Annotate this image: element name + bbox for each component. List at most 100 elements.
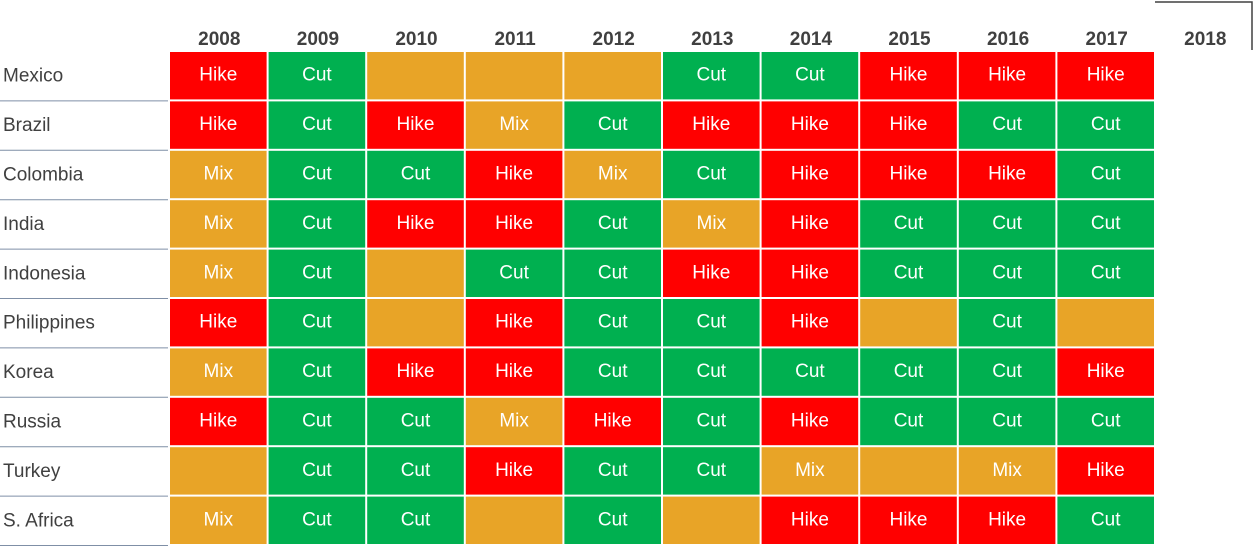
cell-text: Hike [791,114,829,135]
cell [1057,150,1154,199]
cell-text: Hike [791,509,829,530]
cell-text: Hike [791,411,829,432]
cell [860,496,957,544]
cell-text: Hike [988,65,1026,86]
cell [663,348,760,396]
cell-text: Cut [302,114,332,135]
cell [564,200,661,248]
cell-text: Hike [791,262,829,283]
cell-text: Hike [199,312,237,333]
cell-text: Hike [396,361,434,382]
cell-text: Cut [697,312,727,333]
cell [367,496,464,544]
cell [268,348,366,396]
cell [367,101,464,149]
cell [958,150,1056,199]
column-header: 2009 [297,29,339,50]
cell [958,299,1056,347]
cell [761,52,859,100]
cell-text: Hike [495,213,533,234]
cell-text: Hike [1087,361,1125,382]
cell-text: Hike [495,164,533,185]
cell [958,52,1056,100]
cell-text: Cut [795,361,825,382]
cell [860,52,957,100]
cell [958,348,1056,396]
cell-text: Cut [894,213,924,234]
cell-text: Hike [889,65,927,86]
cell [1057,496,1154,544]
cell [170,496,267,544]
cell [663,150,760,199]
cell-text: Cut [697,164,727,185]
cell [268,299,366,347]
cell [465,397,563,446]
cell [663,299,760,347]
cell-text: Hike [199,411,237,432]
cell [170,101,267,149]
cell-text: Mix [204,509,234,530]
cell [465,150,563,199]
cell-text: Cut [992,361,1022,382]
cell [465,101,563,149]
cell [268,150,366,199]
column-header: 2008 [198,29,240,50]
cell-text: Mix [499,114,529,135]
cell-text: Hike [791,164,829,185]
cell-text: Cut [992,312,1022,333]
bracket-line [1155,1,1253,50]
cell-text: Hike [495,460,533,481]
cell [367,397,464,446]
column-header: 2011 [494,29,536,50]
cell [170,200,267,248]
cell [564,447,661,495]
cell [564,52,661,100]
cell [564,496,661,544]
row-label: Korea [3,362,54,383]
cell-text: Cut [992,262,1022,283]
cell [860,101,957,149]
cell [1057,52,1154,100]
column-header: 2014 [790,29,833,50]
cell [958,447,1056,495]
column-header: 2015 [888,29,931,50]
cell-text: Hike [594,411,632,432]
cell-text: Cut [894,361,924,382]
cell-text: Cut [1091,213,1121,234]
cell [268,447,366,495]
cell-text: Cut [401,411,431,432]
cell [465,200,563,248]
cell [367,348,464,396]
column-header: 2016 [987,29,1029,50]
cell-text: Mix [598,164,628,185]
column-header: 2018 [1184,29,1226,50]
cell [465,348,563,396]
cell [367,200,464,248]
cell-text: Mix [204,213,234,234]
cell [564,101,661,149]
cell [367,52,464,100]
cell-text: Hike [396,114,434,135]
cell [761,299,859,347]
cell [268,101,366,149]
row-label: S. Africa [3,510,74,531]
row-label: Brazil [3,115,51,136]
cell-text: Cut [302,509,332,530]
cell [367,150,464,199]
cell [268,397,366,446]
cell [1057,249,1154,297]
cell [860,348,957,396]
cell-text: Cut [302,262,332,283]
cell-text: Cut [1091,262,1121,283]
cell-text: Cut [598,262,628,283]
cell-text: Cut [894,262,924,283]
cell [761,200,859,248]
cell-text: Cut [598,114,628,135]
cell [268,249,366,297]
cell-text: Cut [697,411,727,432]
cell-text: Cut [302,460,332,481]
row-label: Colombia [3,165,84,186]
cell [1057,397,1154,446]
cell-text: Cut [697,361,727,382]
